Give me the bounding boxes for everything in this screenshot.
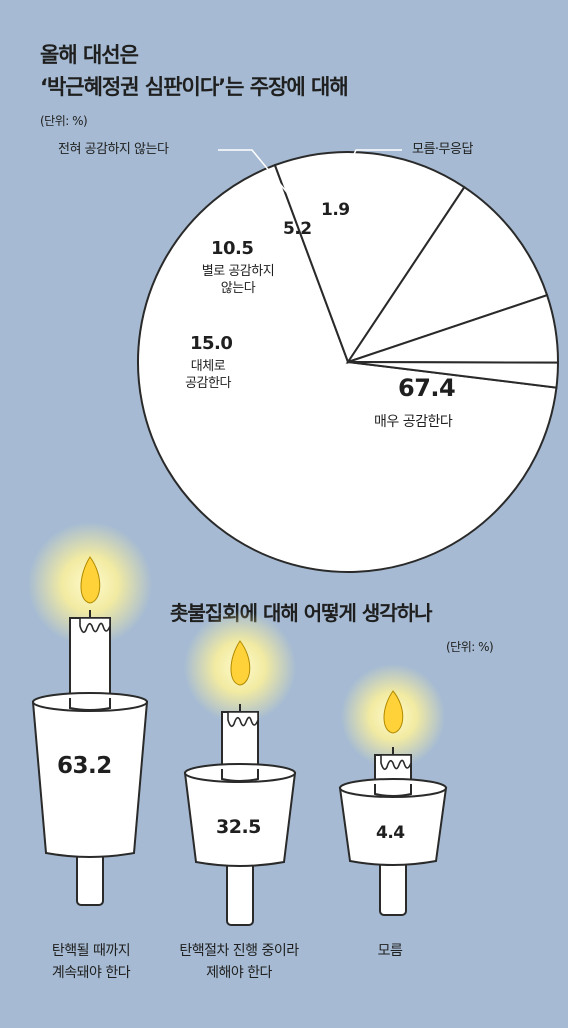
pie-leader-lines bbox=[218, 149, 402, 197]
candle-value-continue: 63.2 bbox=[57, 753, 112, 779]
candle-label-continue-line1: 탄핵될 때까지 bbox=[51, 943, 131, 959]
candle-drip-refrain bbox=[222, 711, 259, 728]
candle-inner-unknown bbox=[374, 784, 412, 797]
candle-drip-unknown bbox=[375, 754, 412, 771]
pie-label-strongly-disagree: 전혀 공감하지 않는다 bbox=[58, 142, 169, 157]
pie-slices bbox=[137, 151, 560, 573]
pie-label-somewhat-agree-line1: 대체로 bbox=[190, 359, 226, 374]
pie-slice-somewhat-disagree bbox=[345, 185, 549, 364]
pie-slice-somewhat-agree bbox=[273, 151, 466, 365]
pie-value-strongly-disagree: 5.2 bbox=[283, 219, 312, 239]
pie-value-unknown: 1.9 bbox=[321, 200, 350, 220]
candle-value-unknown: 4.4 bbox=[376, 823, 405, 843]
pie-label-somewhat-disagree-line2: 않는다 bbox=[220, 281, 256, 296]
pie-label-somewhat-disagree-line1: 별로 공감하지 bbox=[201, 264, 275, 279]
pie-title-line1: 올해 대선은 bbox=[40, 43, 139, 67]
pie-label-unknown: 모름·무응답 bbox=[412, 142, 473, 157]
candle-label-continue-line2: 계속돼야 한다 bbox=[51, 965, 131, 981]
candle-inner-refrain bbox=[221, 769, 259, 782]
pie-unit: (단위: %) bbox=[40, 114, 88, 128]
candle-label-refrain: 탄핵절차 진행 중이라 제해야 한다 bbox=[164, 940, 314, 984]
pie-value-strongly-agree: 67.4 bbox=[398, 374, 456, 402]
candle-cup-unknown bbox=[338, 787, 448, 866]
leader-line-unknown bbox=[334, 149, 402, 195]
candle-cup-continue bbox=[31, 701, 149, 858]
candle-label-refrain-line1: 탄핵절차 진행 중이라 bbox=[179, 943, 299, 959]
pie-title-line2: ‘박근혜정권 심판이다’는 주장에 대해 bbox=[40, 75, 349, 99]
candle-drip-continue bbox=[70, 617, 111, 634]
candle-cup-refrain bbox=[183, 772, 297, 867]
pie-label-strongly-agree: 매우 공감한다 bbox=[374, 414, 453, 430]
pie-value-somewhat-agree: 15.0 bbox=[190, 333, 233, 354]
pie-label-somewhat-agree-line2: 공감한다 bbox=[185, 376, 231, 391]
pie-slice-unknown bbox=[347, 361, 560, 389]
candle-value-refrain: 32.5 bbox=[216, 816, 261, 838]
candle-flame-continue bbox=[80, 556, 101, 604]
candle-label-unknown: 모름 bbox=[377, 943, 403, 959]
candle-flame-refrain bbox=[230, 640, 251, 686]
candle-stick-refrain bbox=[226, 857, 254, 926]
candle-label-refrain-line2: 제해야 한다 bbox=[206, 965, 272, 981]
candles-unit: (단위: %) bbox=[446, 640, 494, 654]
candle-flame-unknown bbox=[383, 690, 404, 734]
candle-inner-continue bbox=[69, 698, 111, 711]
pie-value-somewhat-disagree: 10.5 bbox=[211, 238, 254, 259]
pie-slice-strongly-agree bbox=[137, 163, 558, 573]
leader-line-strongly-disagree bbox=[218, 149, 291, 197]
